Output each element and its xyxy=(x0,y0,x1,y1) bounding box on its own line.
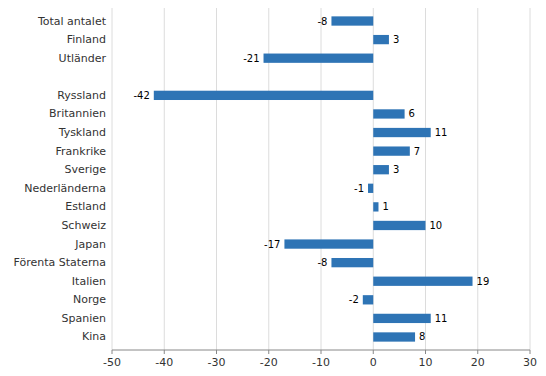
bar xyxy=(373,165,389,174)
bar xyxy=(264,54,374,63)
axis-line xyxy=(112,350,530,351)
data-label: -2 xyxy=(349,294,359,305)
category-label: Britannien xyxy=(49,107,106,120)
grid-line xyxy=(477,8,478,350)
category-label: Nederländerna xyxy=(24,182,106,195)
tick-label: 20 xyxy=(471,356,485,369)
bar xyxy=(373,332,415,341)
bar xyxy=(363,295,373,304)
tick-label: 30 xyxy=(523,356,537,369)
grid-line xyxy=(216,8,217,350)
bar xyxy=(331,258,373,267)
bar xyxy=(373,128,430,137)
bar xyxy=(331,16,373,25)
tick-label: 10 xyxy=(419,356,433,369)
bar xyxy=(373,109,404,118)
category-label: Spanien xyxy=(62,312,107,325)
category-label: Tyskland xyxy=(58,126,106,139)
data-label: -42 xyxy=(133,90,149,101)
data-label: -21 xyxy=(243,53,259,64)
tick-mark xyxy=(164,350,165,354)
data-label: 10 xyxy=(430,220,443,231)
bars xyxy=(154,16,473,341)
tick-label: -20 xyxy=(260,356,278,369)
category-label: Schweiz xyxy=(61,219,106,232)
bar xyxy=(154,91,373,100)
bar xyxy=(373,146,410,155)
tick-mark xyxy=(112,350,113,354)
data-label: 1 xyxy=(382,201,388,212)
grid xyxy=(112,8,530,350)
grid-line xyxy=(112,8,113,350)
category-label: Norge xyxy=(73,293,106,306)
bar xyxy=(373,35,389,44)
tick-mark xyxy=(477,350,478,354)
tick-label: 0 xyxy=(370,356,377,369)
tick-label: -40 xyxy=(155,356,173,369)
data-label: -1 xyxy=(354,183,364,194)
category-label: Kina xyxy=(82,330,106,343)
tick-label: -50 xyxy=(103,356,121,369)
category-label: Frankrike xyxy=(56,145,107,158)
data-label: 6 xyxy=(409,108,415,119)
data-label: 19 xyxy=(477,276,490,287)
bar xyxy=(368,184,373,193)
tick-label: -10 xyxy=(312,356,330,369)
bar xyxy=(373,277,472,286)
category-label: Finland xyxy=(67,33,106,46)
tick-mark xyxy=(268,350,269,354)
y-axis: Total antalet Finland Utländer Ryssland Brit… xyxy=(14,15,107,344)
tick-label: -30 xyxy=(208,356,226,369)
grid-line xyxy=(164,8,165,350)
bar xyxy=(373,202,378,211)
data-label: 3 xyxy=(393,164,399,175)
grid-line xyxy=(425,8,426,350)
grid-line xyxy=(530,8,531,350)
category-label: Italien xyxy=(72,275,106,288)
bar xyxy=(284,239,373,248)
data-label: 3 xyxy=(393,34,399,45)
x-axis: -50 -40 -30 -20 -10 0 10 20 30 xyxy=(103,350,537,369)
tick-mark xyxy=(373,350,374,354)
tick-mark xyxy=(425,350,426,354)
data-label: 8 xyxy=(419,331,425,342)
data-label: -8 xyxy=(317,16,327,27)
data-label: 11 xyxy=(435,127,448,138)
category-label: Förenta Staterna xyxy=(14,256,106,269)
category-label: Estland xyxy=(65,200,106,213)
data-label: 11 xyxy=(435,313,448,324)
chart: -50-40-30-20-100102030-83-21-4261173-111… xyxy=(0,0,546,376)
bar xyxy=(373,221,425,230)
data-label: 7 xyxy=(414,146,420,157)
tick-mark xyxy=(321,350,322,354)
category-label: Ryssland xyxy=(57,89,106,102)
tick-mark xyxy=(530,350,531,354)
data-label: -8 xyxy=(317,257,327,268)
category-label: Utländer xyxy=(59,52,107,65)
chart-container: -50-40-30-20-100102030-83-21-4261173-111… xyxy=(0,0,546,376)
data-labels: -8 3 -21 -42 6 11 7 3 -1 1 10 -17 -8 19 -2 11 8 xyxy=(133,16,489,343)
category-label: Japan xyxy=(74,238,106,251)
data-label: -17 xyxy=(264,239,280,250)
category-label: Sverige xyxy=(64,163,106,176)
tick-mark xyxy=(216,350,217,354)
category-label: Total antalet xyxy=(37,15,107,28)
bar xyxy=(373,314,430,323)
